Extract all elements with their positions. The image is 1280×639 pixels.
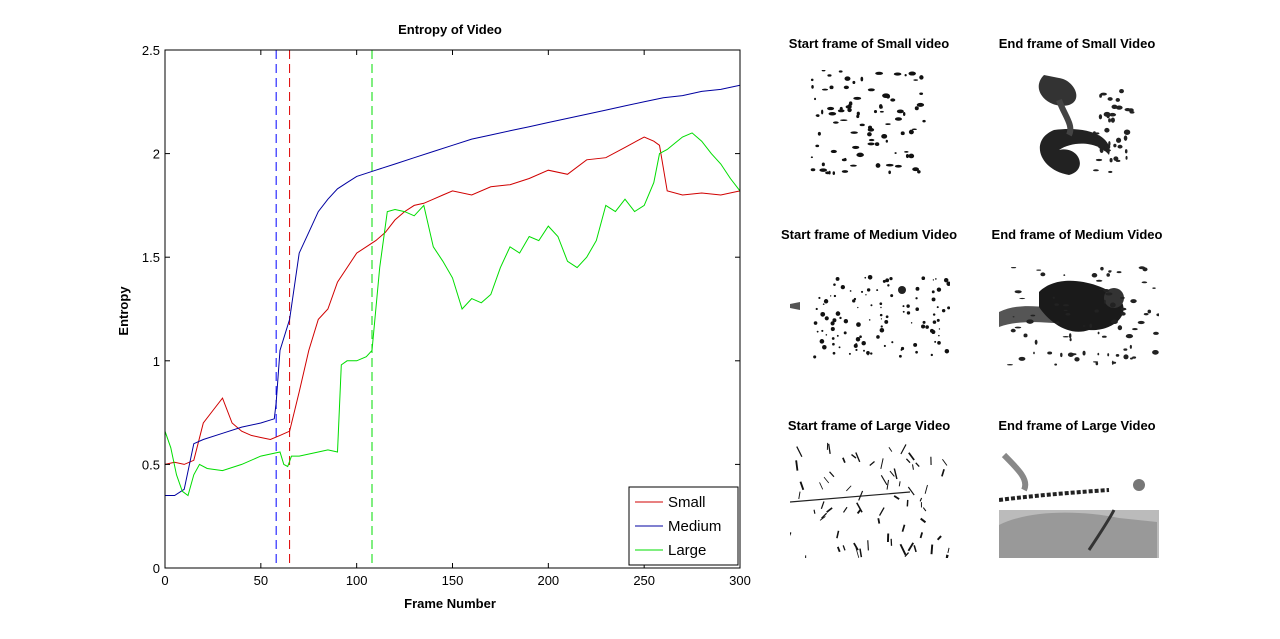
x-axis-label: Frame Number xyxy=(404,596,496,611)
thumbnail-title: End frame of Medium Video xyxy=(991,227,1163,242)
chart-title: Entropy of Video xyxy=(398,22,502,37)
series-line-large xyxy=(164,132,741,497)
thumbnail-image xyxy=(999,262,1159,367)
x-tick-label: 300 xyxy=(729,573,751,588)
series-line-small xyxy=(164,136,741,465)
x-tick-label: 50 xyxy=(254,573,268,588)
thumbnail-title: Start frame of Medium Video xyxy=(780,227,958,242)
series-lines xyxy=(164,84,741,497)
thumbnail-graphic xyxy=(790,274,950,359)
y-tick-label: 1.5 xyxy=(142,250,160,265)
thumbnail-title: Start frame of Small video xyxy=(788,36,950,51)
x-axis-ticks: 0 50 100 150 200 250 300 xyxy=(161,50,751,588)
thumbnail-image xyxy=(790,70,950,175)
series-line-medium xyxy=(165,84,741,496)
y-tick-label: 2 xyxy=(153,147,160,162)
x-tick-label: 0 xyxy=(161,573,168,588)
thumbnail-graphic xyxy=(1038,75,1135,175)
thumbnail-title: Start frame of Large Video xyxy=(787,418,951,433)
thumbnail-graphic xyxy=(999,452,1159,558)
y-tick-label: 2.5 xyxy=(142,43,160,58)
thumbnail-image xyxy=(790,440,950,558)
x-tick-label: 100 xyxy=(346,573,368,588)
thumbnail-graphic xyxy=(999,266,1159,366)
y-tick-label: 1 xyxy=(153,354,160,369)
legend: Small Medium Large xyxy=(628,486,739,566)
y-tick-label: 0.5 xyxy=(142,457,160,472)
thumbnail-title: End frame of Large Video xyxy=(998,418,1156,433)
thumbnail-image xyxy=(999,440,1159,558)
thumbnail-graphic xyxy=(810,70,926,175)
y-tick-label: 0 xyxy=(153,561,160,576)
vertical-marker-lines xyxy=(275,50,373,568)
legend-entry: Medium xyxy=(668,518,721,535)
y-axis-label: Entropy xyxy=(116,286,131,336)
y-axis-ticks: 0 0.5 1 1.5 2 2.5 xyxy=(142,43,740,576)
thumbnail-image xyxy=(790,262,950,367)
x-tick-label: 250 xyxy=(633,573,655,588)
x-tick-label: 150 xyxy=(442,573,464,588)
thumbnail-title: End frame of Small Video xyxy=(998,36,1156,51)
thumbnail-graphic xyxy=(790,442,950,558)
x-tick-label: 200 xyxy=(537,573,559,588)
legend-entry: Large xyxy=(668,542,706,559)
legend-entry: Small xyxy=(668,494,706,511)
thumbnail-image xyxy=(999,70,1159,175)
